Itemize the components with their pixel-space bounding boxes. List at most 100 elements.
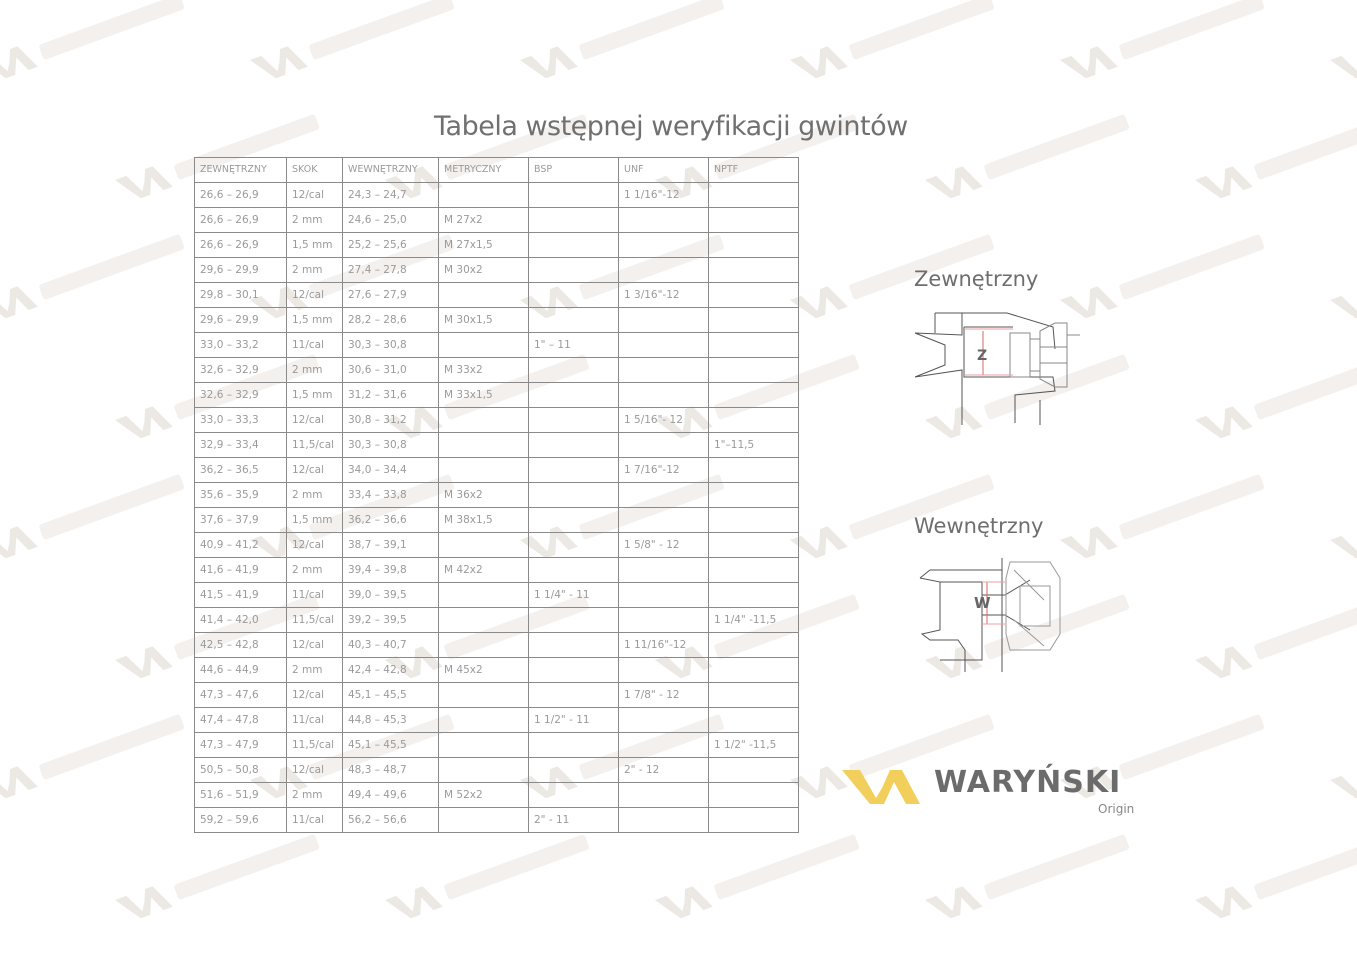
table-cell: [438, 407, 529, 433]
column-header: ZEWNĘTRZNY: [194, 157, 287, 183]
table-cell: 1 7/8" - 12: [618, 682, 709, 708]
table-cell: [528, 657, 619, 683]
table-cell: 37,6 – 37,9: [194, 507, 287, 533]
table-cell: 48,3 – 48,7: [342, 757, 439, 783]
table-cell: M 30x2: [438, 257, 529, 283]
table-cell: 24,3 – 24,7: [342, 182, 439, 208]
table-cell: [618, 782, 709, 808]
table-cell: [528, 607, 619, 633]
table-cell: 12/cal: [286, 532, 343, 558]
watermark: [1330, 46, 1357, 79]
table-cell: [438, 282, 529, 308]
table-cell: [438, 182, 529, 208]
table-cell: [618, 507, 709, 533]
table-cell: [708, 357, 799, 383]
table-cell: 33,0 – 33,3: [194, 407, 287, 433]
table-cell: 47,3 – 47,9: [194, 732, 287, 758]
table-cell: 2 mm: [286, 207, 343, 233]
table-cell: 2 mm: [286, 257, 343, 283]
table-row: 50,5 – 50,8 12/cal 48,3 – 48,7 2" - 12: [194, 757, 799, 783]
table-cell: [708, 782, 799, 808]
table-cell: 11/cal: [286, 807, 343, 833]
watermark: [0, 474, 185, 559]
table-cell: 29,6 – 29,9: [194, 307, 287, 333]
table-cell: [528, 682, 619, 708]
table-cell: 12/cal: [286, 457, 343, 483]
table-row: 51,6 – 51,9 2 mm 49,4 – 49,6 M 52x2: [194, 782, 799, 808]
table-cell: 47,3 – 47,6: [194, 682, 287, 708]
table-cell: M 42x2: [438, 557, 529, 583]
table-cell: [528, 557, 619, 583]
table-cell: [528, 207, 619, 233]
table-cell: [528, 407, 619, 433]
table-cell: [438, 582, 529, 608]
table-cell: M 30x1,5: [438, 307, 529, 333]
internal-caliper-diagram: W: [919, 558, 1061, 672]
table-cell: [618, 732, 709, 758]
thread-table: ZEWNĘTRZNY SKOK WEWNĘTRZNY METRYCZNY BSP UNF N…: [194, 157, 799, 833]
internal-label: Wewnętrzny: [914, 514, 1044, 538]
table-cell: 26,6 – 26,9: [194, 232, 287, 258]
table-cell: 26,6 – 26,9: [194, 207, 287, 233]
table-cell: 33,0 – 33,2: [194, 332, 287, 358]
table-cell: 29,6 – 29,9: [194, 257, 287, 283]
table-cell: [528, 632, 619, 658]
table-cell: 42,5 – 42,8: [194, 632, 287, 658]
table-cell: 1,5 mm: [286, 382, 343, 408]
table-cell: [438, 607, 529, 633]
table-cell: 2 mm: [286, 782, 343, 808]
table-cell: 1"–11,5: [708, 432, 799, 458]
table-row: 41,4 – 42,0 11,5/cal 39,2 – 39,5 1 1/4" -11…: [194, 607, 799, 633]
table-cell: [708, 482, 799, 508]
table-cell: 45,1 – 45,5: [342, 732, 439, 758]
table-cell: 38,7 – 39,1: [342, 532, 439, 558]
table-cell: 11/cal: [286, 582, 343, 608]
table-cell: M 52x2: [438, 782, 529, 808]
table-row: 47,4 – 47,8 11/cal 44,8 – 45,3 1 1/2" - 11: [194, 707, 799, 733]
table-cell: 12/cal: [286, 407, 343, 433]
table-cell: M 36x2: [438, 482, 529, 508]
watermark: [655, 834, 860, 919]
table-cell: [618, 332, 709, 358]
table-cell: 47,4 – 47,8: [194, 707, 287, 733]
table-cell: [708, 407, 799, 433]
table-cell: [708, 807, 799, 833]
table-cell: [618, 707, 709, 733]
table-cell: 34,0 – 34,4: [342, 457, 439, 483]
table-row: 26,6 – 26,9 1,5 mm 25,2 – 25,6 M 27x1,5: [194, 232, 799, 258]
table-cell: [528, 182, 619, 208]
table-cell: [438, 682, 529, 708]
table-cell: 2 mm: [286, 657, 343, 683]
table-cell: [528, 532, 619, 558]
table-cell: 25,2 – 25,6: [342, 232, 439, 258]
table-cell: 32,9 – 33,4: [194, 432, 287, 458]
table-cell: [618, 257, 709, 283]
table-cell: 2" - 11: [528, 807, 619, 833]
table-row: 29,6 – 29,9 1,5 mm 28,2 – 28,6 M 30x1,5: [194, 307, 799, 333]
table-cell: [528, 257, 619, 283]
table-cell: 24,6 – 25,0: [342, 207, 439, 233]
table-cell: 29,8 – 30,1: [194, 282, 287, 308]
table-cell: 39,4 – 39,8: [342, 557, 439, 583]
table-cell: M 27x1,5: [438, 232, 529, 258]
watermark: [925, 114, 1130, 199]
table-cell: [618, 482, 709, 508]
watermark: [1060, 714, 1265, 799]
table-cell: 11,5/cal: [286, 607, 343, 633]
watermark: [1195, 594, 1357, 679]
watermark: [250, 0, 455, 79]
table-row: 40,9 – 41,2 12/cal 38,7 – 39,1 1 5/8" - 12: [194, 532, 799, 558]
table-row: 32,6 – 32,9 1,5 mm 31,2 – 31,6 M 33x1,5: [194, 382, 799, 408]
watermark: [0, 714, 185, 799]
table-cell: [438, 432, 529, 458]
watermark: [1060, 474, 1265, 559]
table-row: 37,6 – 37,9 1,5 mm 36,2 – 36,6 M 38x1,5: [194, 507, 799, 533]
table-cell: [708, 582, 799, 608]
table-cell: 2 mm: [286, 357, 343, 383]
table-row: 33,0 – 33,3 12/cal 30,8 – 31,2 1 5/16"- 12: [194, 407, 799, 433]
table-cell: [708, 632, 799, 658]
table-cell: 39,2 – 39,5: [342, 607, 439, 633]
column-header: SKOK: [286, 157, 343, 183]
table-cell: 32,6 – 32,9: [194, 382, 287, 408]
table-cell: [438, 732, 529, 758]
